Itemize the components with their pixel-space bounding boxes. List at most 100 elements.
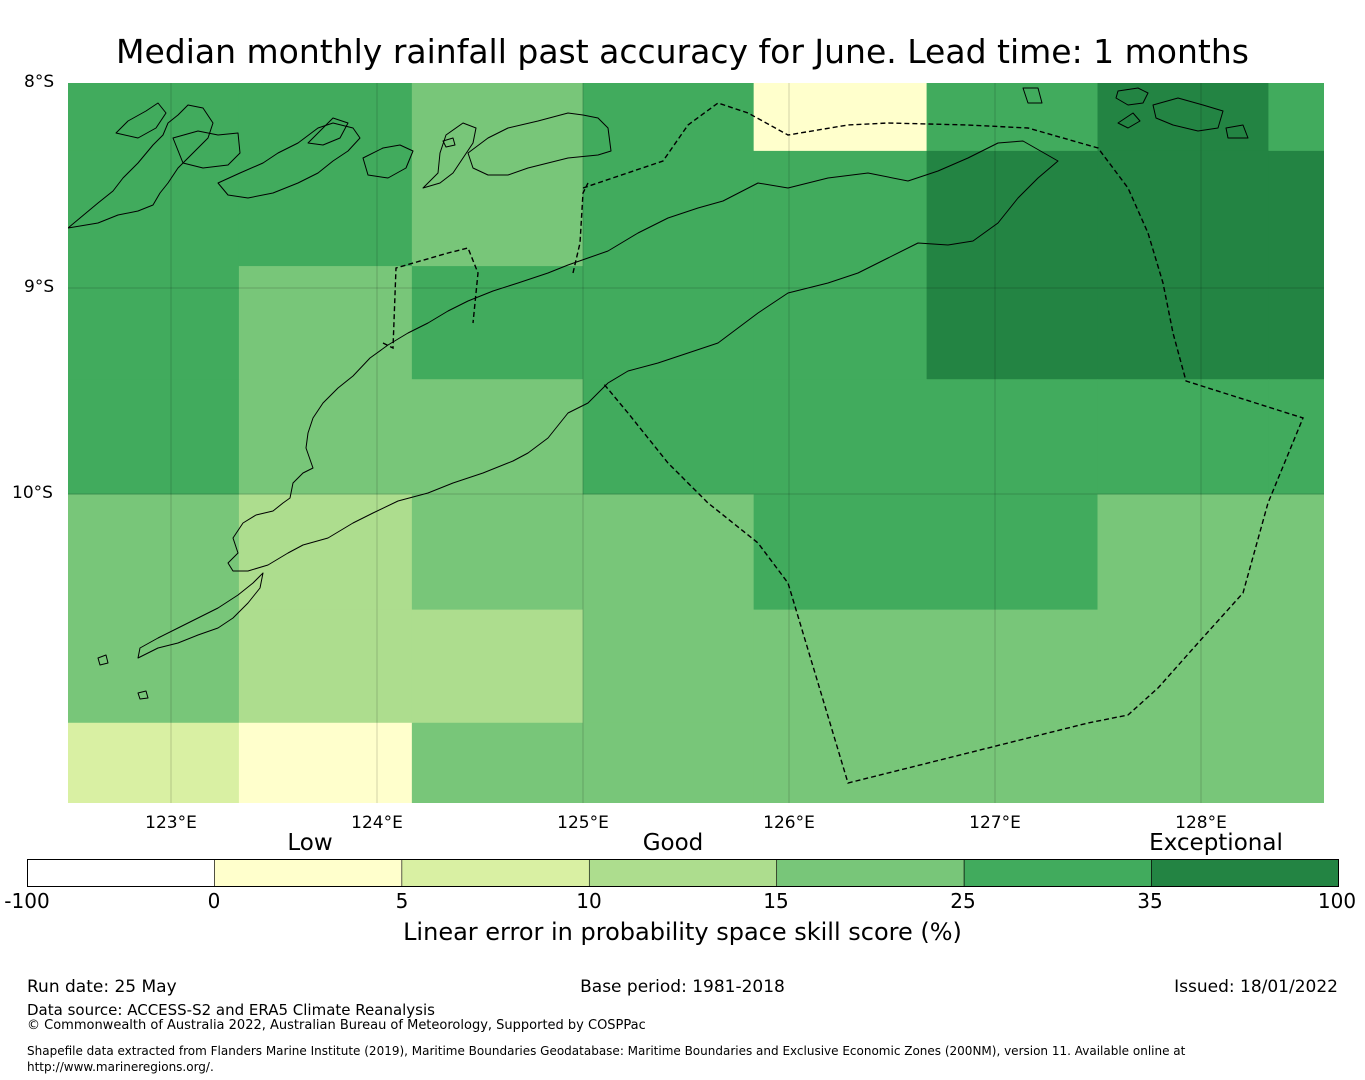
shapefile-credit: Shapefile data extracted from Flanders M… [27,1044,1186,1074]
skill-cell [1268,494,1324,611]
skill-cell [68,150,240,267]
skill-cell [68,83,240,152]
run-date: Run date: 25 May [27,977,177,997]
lon-label-127e: 127°E [969,813,1021,833]
skill-cell [238,266,413,380]
colorbar-tick: 0 [207,889,221,913]
skill-cell [582,379,755,495]
skill-grid-cells [68,83,1324,803]
coastline-island-d [307,117,349,146]
skill-cell [1097,609,1269,724]
category-good: Good [642,830,704,856]
coastline-islet-2 [1225,124,1249,139]
copyright: © Commonwealth of Australia 2022, Austra… [27,1018,646,1033]
colorbar-tick: 25 [950,889,976,913]
skill-cell [411,379,584,495]
coastline-flores [68,104,214,229]
skill-cell [238,722,413,803]
skill-cell [68,494,240,611]
skill-cell [1268,609,1324,724]
colorbar-segment [588,859,778,887]
colorbar-tick: 10 [576,889,602,913]
issued-date: Issued: 18/01/2022 [1174,977,1338,997]
skill-cell [582,609,755,724]
lon-label-126e: 126°E [763,813,815,833]
skill-cell [411,494,584,611]
lat-label-9s: 9°S [24,277,55,297]
coastline-island-e [97,654,109,666]
colorbar-segment [401,859,590,887]
colorbar-segment [27,859,215,887]
colorbar-segment [963,859,1152,887]
skill-cell [1097,379,1269,495]
category-low: Low [287,830,333,856]
skill-cell [1268,266,1324,380]
skill-cell [753,266,928,380]
skill-cell [411,722,584,803]
data-source: Data source: ACCESS-S2 and ERA5 Climate … [27,1001,435,1019]
skill-cell [753,83,928,152]
skill-cell [1097,83,1269,152]
lon-label-124e: 124°E [351,813,403,833]
coastline-timor [227,140,1059,572]
skill-cell [68,609,240,724]
skill-cell [582,150,755,267]
skill-cell [411,609,584,724]
skill-cell [411,150,584,267]
category-exceptional: Exceptional [1149,830,1283,856]
graticule [68,83,1324,803]
lat-label-10s: 10°S [12,483,53,503]
skill-cell [1268,722,1324,803]
skill-cell [926,266,1099,380]
coastlines [68,87,1249,700]
skill-cell [1097,494,1269,611]
skill-cell [1268,83,1324,152]
skill-cell [753,379,928,495]
skill-cell [926,494,1099,611]
lat-label-8s: 8°S [24,72,55,92]
coastline-island-a [115,102,167,139]
skill-cell [1097,150,1269,267]
coastline-island-b [172,130,241,169]
skill-cell [582,722,755,803]
colorbar-segments [27,859,1339,887]
colorbar-segment [214,859,403,887]
coastline-wetar [1115,87,1149,106]
skill-cell [238,83,413,152]
colorbar-tick: 5 [395,889,409,913]
skill-cell [753,150,928,267]
coastline-islet-3 [1117,112,1141,129]
skill-cell [753,494,928,611]
skill-cell [582,266,755,380]
skill-cell [238,494,413,611]
colorbar [27,859,1339,887]
maritime-boundaries [382,102,1304,784]
skill-cell [926,379,1099,495]
coastline-rote [137,572,264,659]
skill-cell [68,266,240,380]
colorbar-segment [776,859,965,887]
skill-cell [582,83,755,152]
colorbar-title: Linear error in probability space skill … [403,918,962,946]
skill-cell [411,266,584,380]
coastline-small-island [442,137,456,148]
skill-cell [411,83,584,152]
colorbar-tick: 35 [1137,889,1163,913]
skill-cell [753,609,928,724]
skill-cell [238,379,413,495]
skill-cell [753,722,928,803]
colorbar-tick: 15 [763,889,789,913]
coastline-islet-1 [1022,87,1043,104]
skill-cell [926,150,1099,267]
coastline-alor [362,144,414,179]
colorbar-tick: -100 [4,889,50,913]
skill-cell [926,609,1099,724]
lon-label-123e: 123°E [145,813,197,833]
skill-cell [68,379,240,495]
skill-cell [1268,379,1324,495]
skill-cell [238,150,413,267]
colorbar-segment [1151,859,1339,887]
skill-cell [582,494,755,611]
skill-cell [238,609,413,724]
boundary-timor-west [382,247,479,350]
